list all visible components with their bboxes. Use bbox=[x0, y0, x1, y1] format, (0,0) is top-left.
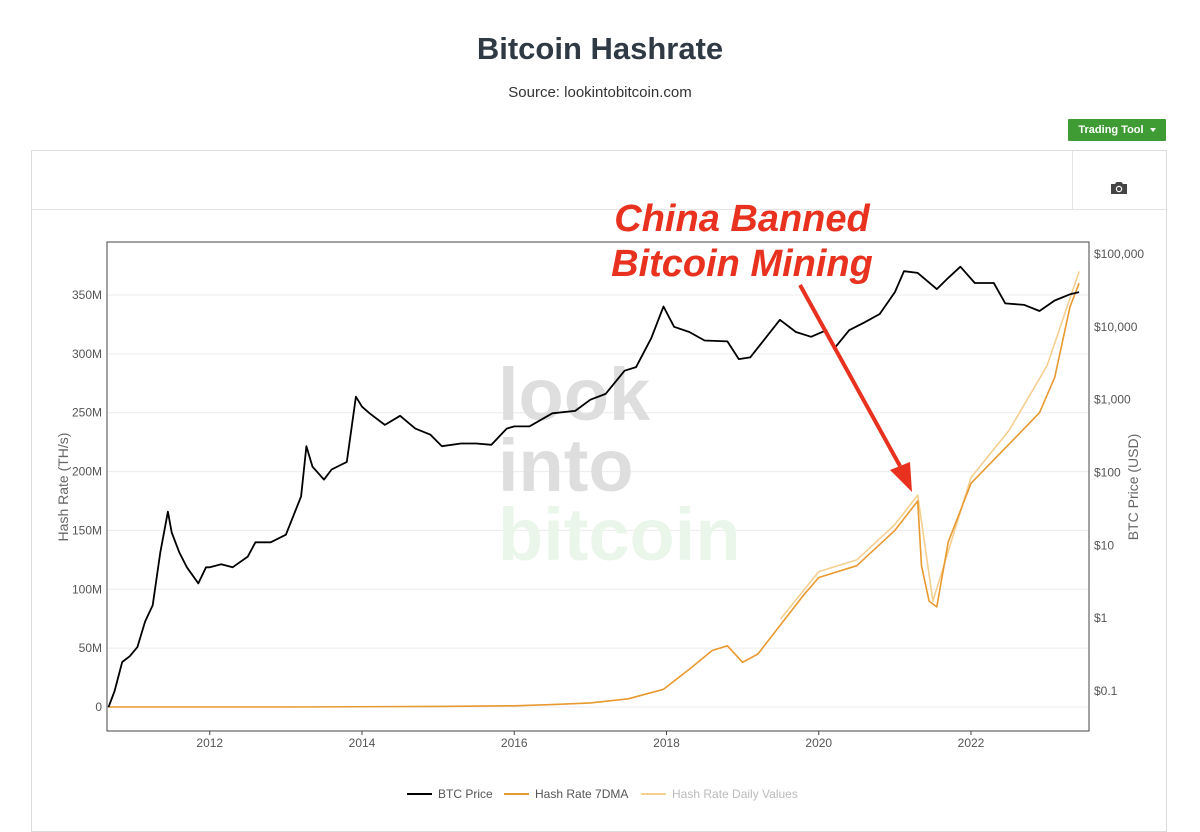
y-axis-label: Hash Rate (TH/s) bbox=[55, 433, 71, 542]
y-tick-label: 100M bbox=[72, 582, 102, 596]
series-line-hash-rate-7dma bbox=[108, 282, 1080, 708]
legend-item-label[interactable]: BTC Price bbox=[438, 787, 493, 801]
y2-tick-label: $1,000 bbox=[1094, 393, 1131, 407]
chart-panel bbox=[31, 150, 1167, 832]
y-tick-label: 150M bbox=[72, 523, 102, 537]
x-tick-label: 2014 bbox=[349, 736, 376, 750]
annotation: China Banned Bitcoin Mining bbox=[611, 198, 912, 492]
toolbar-divider bbox=[1072, 151, 1073, 209]
watermark: look into bitcoin bbox=[498, 353, 741, 576]
watermark-bitcoin: bitcoin bbox=[498, 493, 741, 576]
y2-axis-label: BTC Price (USD) bbox=[1125, 434, 1141, 541]
y2-tick-label: $10,000 bbox=[1094, 320, 1138, 334]
y2-tick-label: $0.1 bbox=[1094, 684, 1118, 698]
x-tick-label: 2018 bbox=[653, 736, 680, 750]
annotation-arrow-head bbox=[890, 462, 912, 492]
y2-tick-label: $100,000 bbox=[1094, 247, 1144, 261]
annotation-line-1: China Banned bbox=[614, 198, 870, 240]
legend-item-label[interactable]: Hash Rate 7DMA bbox=[535, 787, 628, 801]
y-tick-label: 250M bbox=[72, 406, 102, 420]
legend-item-label[interactable]: Hash Rate Daily Values bbox=[672, 787, 798, 801]
series-line-hash-rate-daily-values bbox=[780, 271, 1080, 620]
gridlines bbox=[107, 294, 1089, 708]
watermark-into: into bbox=[498, 424, 634, 507]
annotation-line-2: Bitcoin Mining bbox=[611, 243, 873, 285]
y-tick-label: 50M bbox=[79, 641, 102, 655]
x-tick-label: 2016 bbox=[501, 736, 528, 750]
y-tick-label: 350M bbox=[72, 288, 102, 302]
y-tick-label: 200M bbox=[72, 465, 102, 479]
hashrate-chart: look into bitcoin 0 50M 100M 150M 200M 250M 30… bbox=[55, 198, 1144, 801]
trading-tool-button[interactable]: Trading Tool bbox=[1068, 119, 1166, 141]
y2-tick-label: $100 bbox=[1094, 466, 1121, 480]
x-tick-label: 2022 bbox=[958, 736, 985, 750]
page-subtitle: Source: lookintobitcoin.com bbox=[508, 84, 692, 101]
toolbar-divider bbox=[32, 209, 1166, 210]
watermark-look: look bbox=[498, 353, 651, 436]
series-line-btc-price bbox=[107, 265, 1080, 708]
y-tick-label: 0 bbox=[95, 700, 102, 714]
trading-tool-label: Trading Tool bbox=[1078, 124, 1144, 136]
y-tick-label: 300M bbox=[72, 347, 102, 361]
camera-icon[interactable] bbox=[1110, 181, 1128, 195]
x-tick-label: 2020 bbox=[805, 736, 832, 750]
plot-frame bbox=[106, 241, 1090, 732]
y2-tick-label: $1 bbox=[1094, 611, 1108, 625]
caret-down-icon bbox=[1149, 128, 1156, 132]
y2-tick-label: $10 bbox=[1094, 538, 1114, 552]
x-tick-label: 2012 bbox=[196, 736, 223, 750]
annotation-arrow-shaft bbox=[798, 284, 902, 467]
page-title: Bitcoin Hashrate bbox=[476, 31, 724, 66]
